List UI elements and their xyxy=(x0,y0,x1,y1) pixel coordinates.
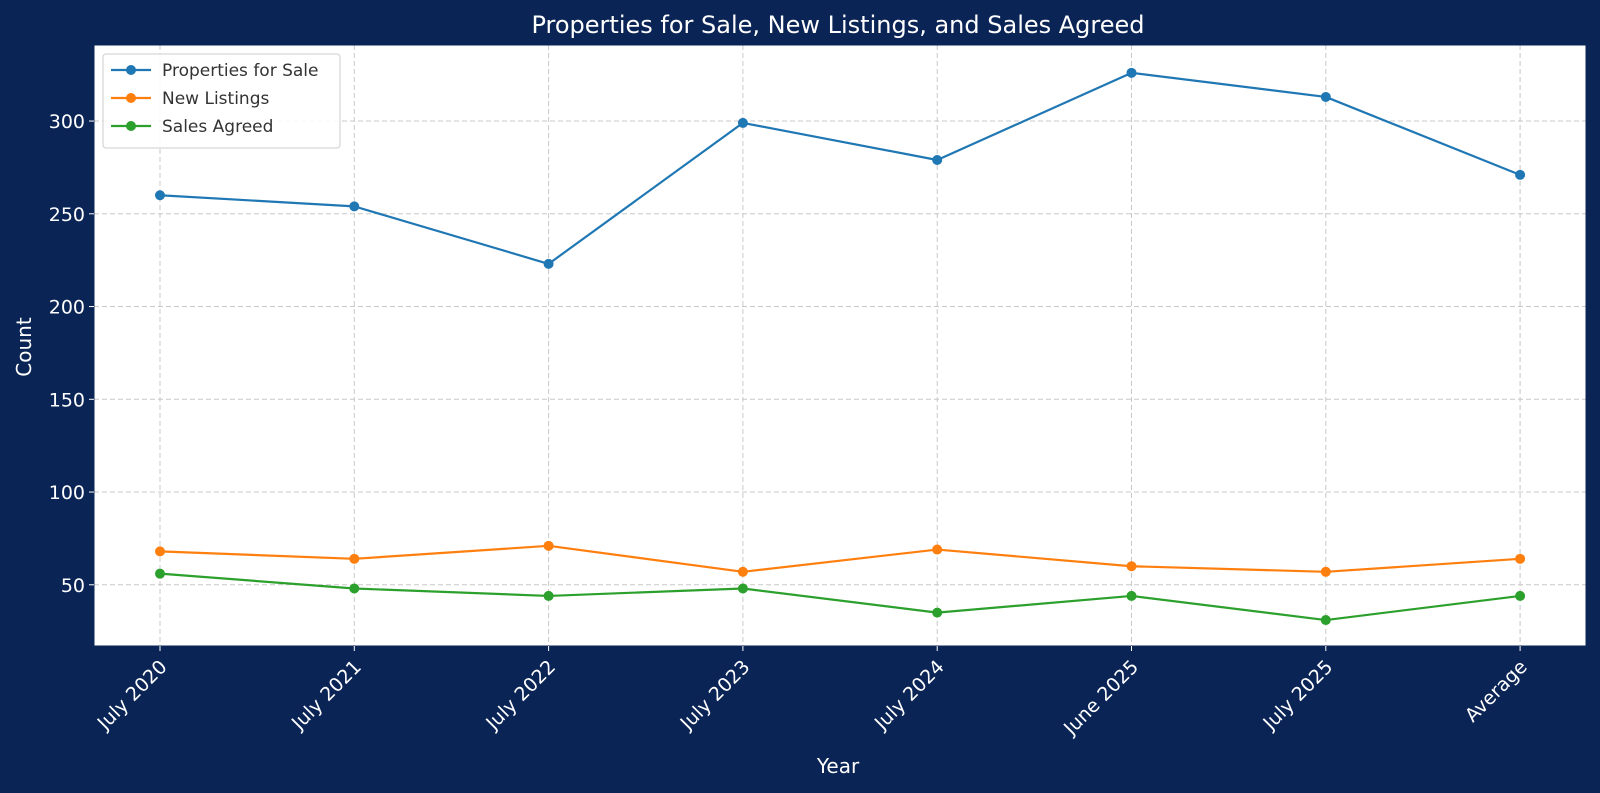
data-point-new-listings xyxy=(1126,561,1137,572)
plot-area xyxy=(94,45,1586,646)
data-point-sales-agreed xyxy=(349,583,360,594)
data-point-properties-for-sale xyxy=(1320,91,1331,102)
series-properties-for-sale xyxy=(155,67,1526,269)
grid xyxy=(94,45,1586,646)
legend-label-properties-for-sale: Properties for Sale xyxy=(162,61,319,81)
y-axis-label: Count xyxy=(12,317,36,377)
x-axis-label: Year xyxy=(816,754,860,778)
y-tick-label: 200 xyxy=(49,297,85,319)
y-tick-label: 100 xyxy=(49,482,85,504)
data-point-new-listings xyxy=(349,553,360,564)
data-point-sales-agreed xyxy=(1126,590,1137,601)
series-line-new-listings xyxy=(159,544,1521,573)
series-new-listings xyxy=(155,540,1526,577)
legend-label-new-listings: New Listings xyxy=(162,89,269,109)
data-point-sales-agreed xyxy=(1515,590,1526,601)
data-point-sales-agreed xyxy=(932,607,943,618)
data-point-properties-for-sale xyxy=(737,117,748,128)
data-point-sales-agreed xyxy=(155,568,165,579)
legend-box xyxy=(102,53,341,149)
chart-title: Properties for Sale, New Listings, and S… xyxy=(531,11,1144,39)
data-point-properties-for-sale xyxy=(349,201,360,212)
y-tick-label: 150 xyxy=(49,389,85,411)
legend-label-sales-agreed: Sales Agreed xyxy=(162,117,273,137)
data-point-new-listings xyxy=(737,566,748,577)
series-sales-agreed xyxy=(155,568,1526,626)
legend-swatch-marker-sales-agreed xyxy=(126,121,136,131)
data-point-sales-agreed xyxy=(737,583,748,594)
data-point-sales-agreed xyxy=(1320,615,1331,626)
data-point-properties-for-sale xyxy=(932,155,943,166)
data-point-properties-for-sale xyxy=(543,258,554,269)
series-line-properties-for-sale xyxy=(159,71,1521,265)
legend-swatch-marker-new-listings xyxy=(126,93,136,103)
data-point-properties-for-sale xyxy=(1515,169,1526,180)
legend: Properties for Sale New Listings Sales Agr… xyxy=(102,53,341,149)
data-point-properties-for-sale xyxy=(155,190,165,201)
legend-swatch-marker-properties-for-sale xyxy=(126,65,136,75)
data-point-properties-for-sale xyxy=(1126,67,1137,78)
data-point-new-listings xyxy=(932,544,943,555)
series-layer xyxy=(155,67,1526,626)
data-point-new-listings xyxy=(155,546,165,557)
series-line-sales-agreed xyxy=(159,572,1521,622)
data-point-new-listings xyxy=(1320,566,1331,577)
y-tick-label: 250 xyxy=(49,204,85,226)
plot-frame xyxy=(93,44,1587,647)
y-tick-label: 50 xyxy=(61,575,85,597)
data-point-new-listings xyxy=(543,540,554,551)
y-tick-label: 300 xyxy=(49,111,85,133)
data-point-sales-agreed xyxy=(543,590,554,601)
data-point-new-listings xyxy=(1515,553,1526,564)
